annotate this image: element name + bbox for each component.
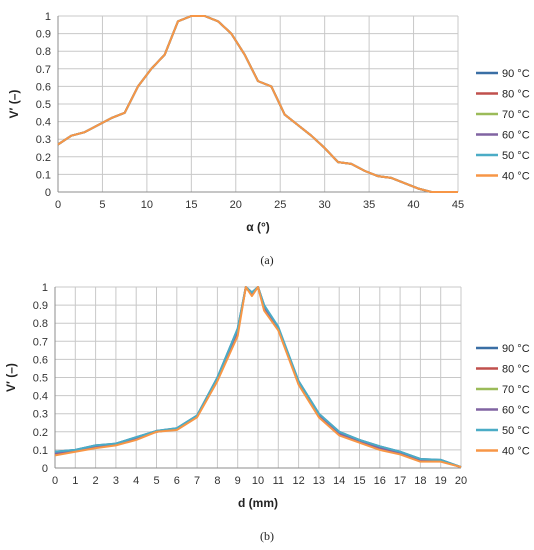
x-axis-label: d (mm) (238, 496, 278, 510)
y-tick-label: 0.7 (33, 336, 48, 348)
legend-label-4: 60 °C (502, 405, 530, 417)
x-tick-label: 2 (93, 475, 99, 487)
legend-label-6: 40 °C (502, 446, 530, 458)
y-tick-label: 0.2 (33, 427, 48, 439)
y-tick-label: 0.1 (33, 445, 48, 457)
x-tick-label: 0 (55, 199, 61, 211)
y-tick-label: 0.7 (36, 64, 51, 76)
y-tick-label: 0.8 (33, 318, 48, 330)
x-tick-label: 25 (274, 199, 286, 211)
legend-label-1: 90 °C (502, 68, 530, 80)
x-tick-label: 6 (174, 475, 180, 487)
legend-label-2: 80 °C (502, 364, 530, 376)
y-tick-label: 0 (42, 463, 48, 475)
legend-label-6: 40 °C (502, 171, 530, 183)
x-tick-label: 1 (72, 475, 78, 487)
x-tick-label: 15 (185, 199, 197, 211)
y-axis-label: V′ (–) (4, 363, 18, 392)
y-tick-label: 0.3 (36, 134, 51, 146)
legend-label-1: 90 °C (502, 343, 530, 355)
legend-label-5: 50 °C (502, 150, 530, 162)
x-tick-label: 20 (455, 475, 467, 487)
x-tick-label: 14 (333, 475, 345, 487)
y-tick-label: 0.5 (33, 373, 48, 385)
x-tick-label: 20 (230, 199, 242, 211)
y-tick-label: 0.8 (36, 46, 51, 58)
x-tick-label: 7 (194, 475, 200, 487)
y-tick-label: 0.4 (33, 391, 48, 403)
y-tick-label: 0.4 (36, 117, 51, 129)
legend-label-3: 70 °C (502, 109, 530, 121)
y-tick-label: 1 (45, 11, 51, 23)
series-line-5 (54, 286, 462, 469)
y-tick-label: 0.9 (33, 300, 48, 312)
legend-label-4: 60 °C (502, 130, 530, 142)
x-tick-label: 5 (99, 199, 105, 211)
x-tick-label: 3 (113, 475, 119, 487)
x-tick-label: 45 (452, 199, 464, 211)
x-tick-label: 16 (374, 475, 386, 487)
x-tick-label: 35 (363, 199, 375, 211)
y-tick-label: 0.6 (36, 81, 51, 93)
x-tick-label: 19 (435, 475, 447, 487)
y-tick-label: 1 (42, 282, 48, 294)
x-tick-label: 8 (214, 475, 220, 487)
series-line-6 (54, 286, 462, 469)
y-tick-label: 0.2 (36, 152, 51, 164)
x-tick-label: 9 (235, 475, 241, 487)
x-tick-label: 15 (353, 475, 365, 487)
x-tick-label: 4 (133, 475, 139, 487)
x-tick-label: 10 (141, 199, 153, 211)
legend-label-5: 50 °C (502, 425, 530, 437)
x-tick-label: 18 (414, 475, 426, 487)
x-tick-label: 10 (252, 475, 264, 487)
y-tick-label: 0.3 (33, 409, 48, 421)
y-tick-label: 0.9 (36, 29, 51, 41)
chart-b: 0 1 2 3 4 5 6 7 8 9 10 11 12 13 14 15 16 17 18 19 2000.10.20… (4, 282, 530, 543)
x-tick-label: 40 (407, 199, 419, 211)
caption: (a) (260, 253, 273, 267)
x-tick-label: 30 (319, 199, 331, 211)
x-tick-label: 0 (52, 475, 58, 487)
x-tick-label: 5 (153, 475, 159, 487)
legend-label-2: 80 °C (502, 89, 530, 101)
x-tick-label: 13 (313, 475, 325, 487)
caption: (b) (260, 529, 274, 543)
series-line-6 (57, 15, 458, 193)
x-axis-label: α (°) (246, 220, 270, 234)
y-tick-label: 0.6 (33, 354, 48, 366)
legend-label-3: 70 °C (502, 384, 530, 396)
y-axis-label: V′ (–) (7, 90, 21, 119)
x-tick-label: 12 (292, 475, 304, 487)
x-tick-label: 17 (394, 475, 406, 487)
y-tick-label: 0.5 (36, 99, 51, 111)
y-tick-label: 0.1 (36, 169, 51, 181)
y-tick-label: 0 (45, 187, 51, 199)
x-tick-label: 11 (273, 475, 284, 487)
chart-a: 0 5 10 15 20 25 30 35 40 45 0 0.1 0.2 0.3 0.4 0.5 0.6 0.7… (7, 11, 530, 267)
